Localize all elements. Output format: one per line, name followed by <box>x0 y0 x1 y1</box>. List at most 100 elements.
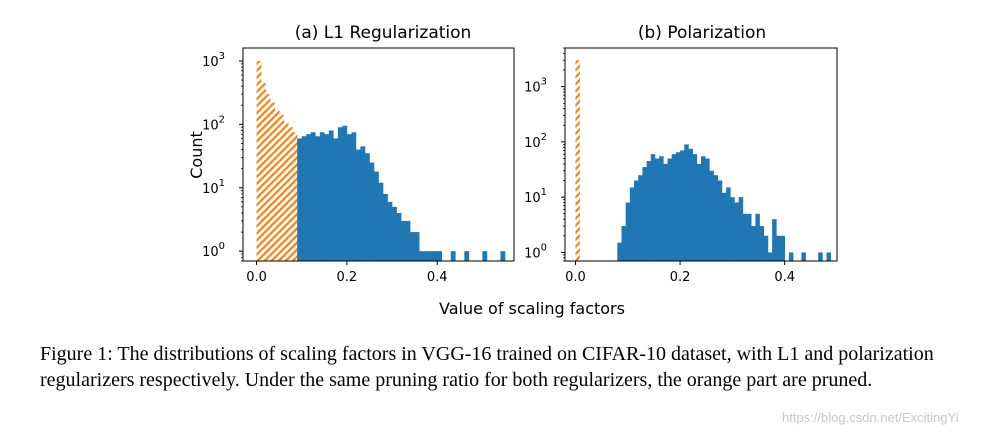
bar-kept <box>297 138 303 261</box>
y-tick-label: 102 <box>202 114 225 133</box>
bar-kept <box>747 213 752 261</box>
bar-kept <box>342 125 348 262</box>
plot-polarization-title: (b) Polarization <box>638 23 766 43</box>
plot-l1-bars <box>256 60 506 262</box>
bar-kept <box>419 251 424 261</box>
bar-kept <box>659 156 664 261</box>
bar-kept <box>428 251 433 261</box>
y-tick-label: 100 <box>202 241 225 260</box>
y-tick-exponent: 3 <box>541 77 547 88</box>
y-tick-label: 102 <box>524 132 547 151</box>
bar-kept <box>621 226 626 261</box>
y-tick-label: 103 <box>202 51 225 70</box>
plot-l1-ylabel: Count <box>187 131 206 179</box>
plot-l1: (a) L1 Regularization Count 0.0 0.2 0.4 100… <box>187 23 515 285</box>
bar-kept <box>310 132 316 261</box>
bar-pruned <box>274 109 280 262</box>
bar-kept <box>378 182 384 261</box>
bar-kept <box>742 213 748 261</box>
bar-pruned <box>265 94 271 261</box>
bar-kept <box>328 130 334 261</box>
bar-kept <box>401 220 406 261</box>
bar-kept <box>738 197 744 261</box>
bar-kept <box>617 242 622 261</box>
bar-pruned <box>575 60 580 262</box>
bar-kept <box>450 251 456 261</box>
bar-kept <box>772 219 777 261</box>
bar-kept <box>717 180 723 261</box>
bar-kept <box>432 251 438 261</box>
bar-kept <box>818 252 823 261</box>
bar-kept <box>826 252 832 261</box>
y-tick-exponent: 1 <box>541 187 547 198</box>
bar-kept <box>763 235 769 261</box>
bar-kept <box>464 251 470 261</box>
bar-pruned <box>270 102 275 261</box>
figure-panel: (a) L1 Regularization Count 0.0 0.2 0.4100… <box>187 23 838 318</box>
bar-kept <box>713 175 719 261</box>
bar-kept <box>730 197 735 261</box>
bar-kept <box>392 206 397 261</box>
y-tick-label: 100 <box>524 242 547 261</box>
bar-kept <box>423 251 429 261</box>
plot-l1-frame <box>242 47 515 262</box>
x-tick-label: 0.4 <box>774 270 795 285</box>
bar-kept <box>688 148 693 261</box>
bar-kept <box>696 163 702 261</box>
bar-kept <box>437 251 443 261</box>
plot-polarization-bars <box>575 60 832 262</box>
plot-l1-title: (a) L1 Regularization <box>295 23 472 43</box>
y-tick-exponent: 0 <box>541 242 547 253</box>
bar-kept <box>405 220 411 261</box>
bar-kept <box>684 144 689 261</box>
y-tick-exponent: 2 <box>541 132 547 143</box>
bar-kept <box>767 252 773 261</box>
bar-kept <box>383 193 388 261</box>
bar-pruned <box>279 115 284 261</box>
bar-kept <box>634 180 639 261</box>
bar-kept <box>721 192 727 261</box>
bar-kept <box>650 154 656 261</box>
bar-kept <box>755 213 760 261</box>
shared-xlabel: Value of scaling factors <box>439 299 625 318</box>
bar-kept <box>680 150 685 261</box>
bar-kept <box>667 158 672 261</box>
bar-kept <box>306 134 312 261</box>
bar-kept <box>369 162 375 261</box>
bar-kept <box>701 156 706 261</box>
bar-kept <box>663 163 668 261</box>
bar-kept <box>759 226 765 261</box>
bar-kept <box>373 171 379 261</box>
bar-kept <box>355 149 361 261</box>
y-tick-exponent: 2 <box>219 114 225 125</box>
figure-caption: Figure 1: The distributions of scaling f… <box>40 343 934 391</box>
bar-kept <box>638 175 643 261</box>
x-tick-label: 0.0 <box>565 270 586 285</box>
bar-kept <box>337 127 343 261</box>
y-tick-label: 101 <box>524 187 547 206</box>
bar-kept <box>346 134 352 261</box>
bar-kept <box>625 202 631 261</box>
bar-kept <box>675 152 681 261</box>
bar-kept <box>671 154 677 261</box>
bar-kept <box>751 226 756 261</box>
bar-kept <box>780 235 785 261</box>
bar-kept <box>500 251 506 261</box>
y-tick-label: 101 <box>202 178 225 197</box>
bar-kept <box>709 170 714 261</box>
bar-kept <box>726 187 731 261</box>
bar-kept <box>387 201 393 261</box>
bar-pruned <box>261 82 266 262</box>
x-tick-label: 0.0 <box>246 270 267 285</box>
bar-kept <box>410 232 415 261</box>
x-tick-label: 0.2 <box>337 270 358 285</box>
bar-kept <box>646 161 652 261</box>
y-tick-exponent: 1 <box>219 178 225 189</box>
bar-kept <box>315 136 321 261</box>
bar-kept <box>705 158 710 261</box>
bar-kept <box>734 202 739 261</box>
bar-kept <box>788 252 794 261</box>
bar-pruned <box>256 60 262 261</box>
bar-kept <box>482 251 488 261</box>
